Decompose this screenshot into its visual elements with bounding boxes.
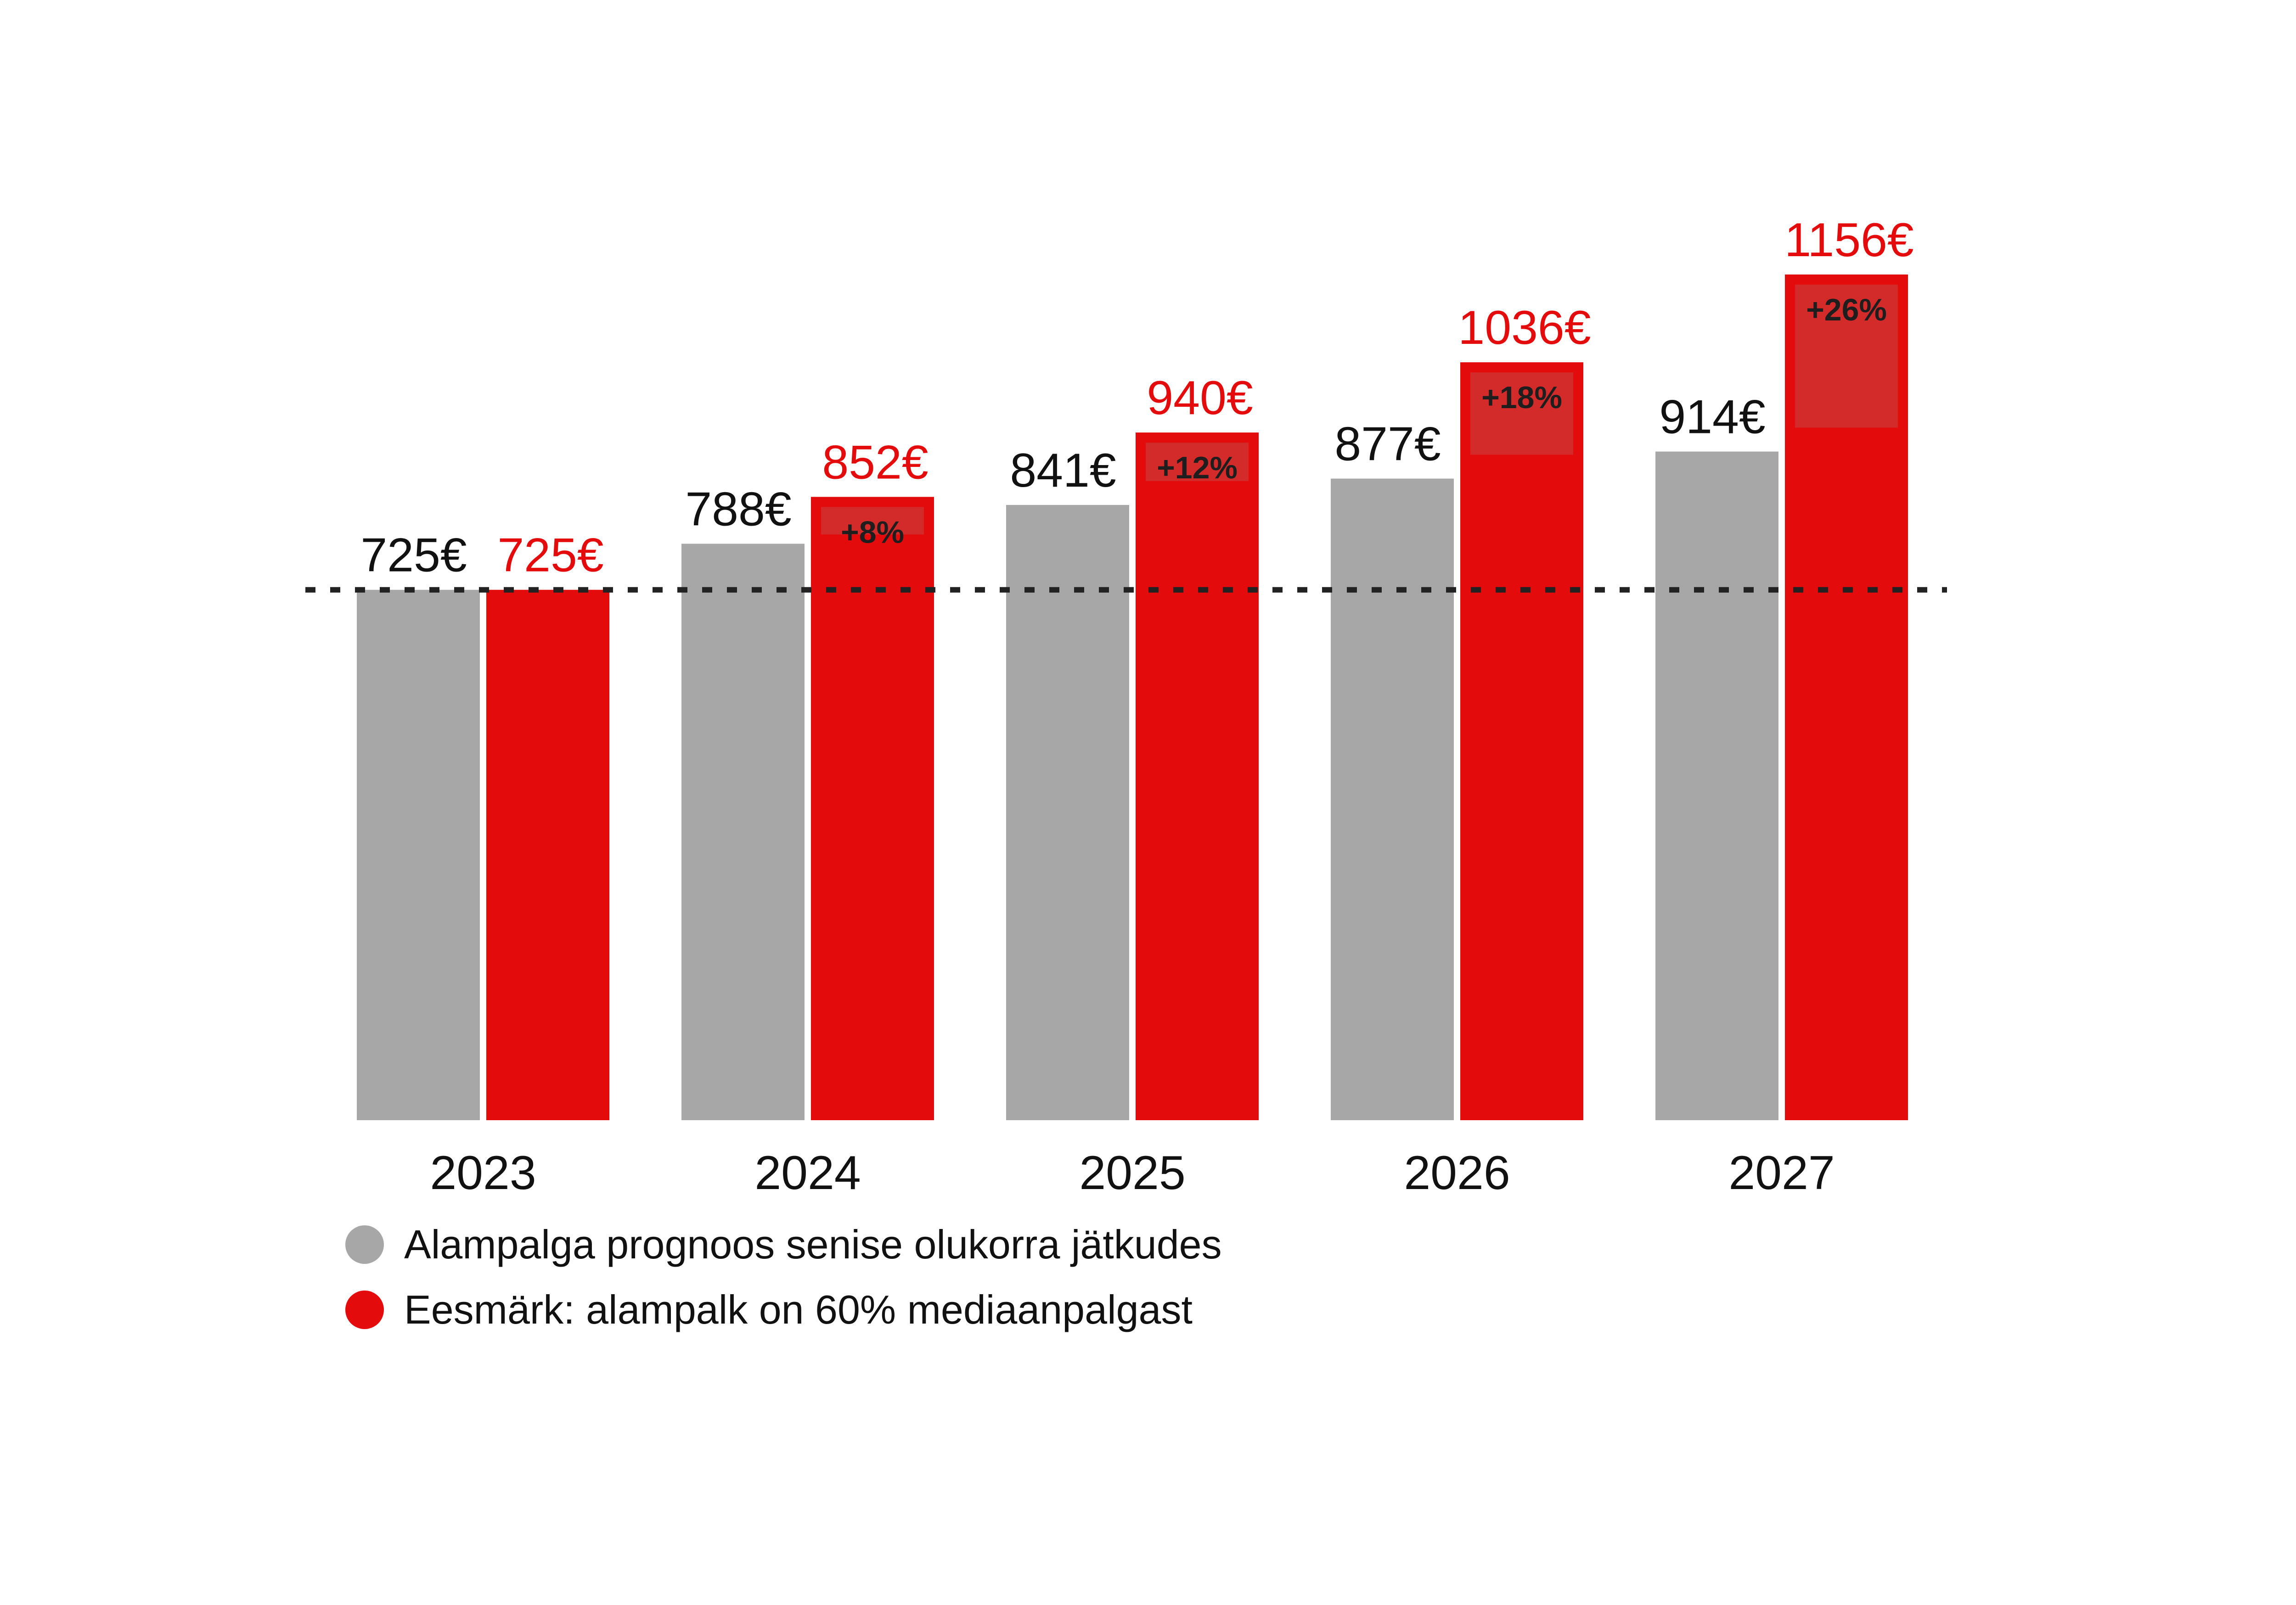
- value-label-target-2027: 1156€: [1784, 213, 1913, 267]
- value-label-forecast-2023: 725€: [360, 529, 467, 582]
- legend-label-forecast: Alampalga prognoos senise olukorra jätku…: [404, 1222, 1222, 1267]
- legend-label-target: Eesmärk: alampalk on 60% mediaanpalgast: [404, 1287, 1193, 1332]
- x-tick-label-2023: 2023: [430, 1146, 536, 1200]
- increase-label-2024: +8%: [841, 515, 904, 550]
- increase-box-2027: [1795, 284, 1898, 428]
- bar-target-2026: [1460, 362, 1583, 1120]
- bar-forecast-2025: [1006, 505, 1129, 1120]
- value-label-target-2025: 940€: [1147, 371, 1253, 425]
- value-label-target-2023: 725€: [497, 529, 603, 582]
- value-label-forecast-2027: 914€: [1659, 391, 1765, 444]
- value-label-forecast-2026: 877€: [1334, 418, 1441, 471]
- legend-item-target: Eesmärk: alampalk on 60% mediaanpalgast: [345, 1277, 1222, 1342]
- increase-label-2027: +26%: [1806, 292, 1887, 327]
- value-label-target-2024: 852€: [822, 436, 928, 489]
- value-label-forecast-2025: 841€: [1010, 444, 1116, 497]
- legend-swatch-forecast: [345, 1225, 384, 1264]
- x-tick-label-2025: 2025: [1079, 1146, 1185, 1200]
- legend-swatch-target: [345, 1291, 384, 1329]
- bar-forecast-2024: [681, 544, 805, 1120]
- x-tick-label-2024: 2024: [754, 1146, 861, 1200]
- bar-target-2023: [486, 589, 609, 1120]
- legend: Alampalga prognoos senise olukorra jätku…: [345, 1212, 1222, 1342]
- bar-forecast-2023: [357, 589, 480, 1120]
- increase-label-2026: +18%: [1481, 380, 1562, 415]
- bar-forecast-2027: [1655, 451, 1778, 1120]
- x-tick-label-2026: 2026: [1404, 1146, 1510, 1200]
- increase-box-2025: [1146, 443, 1249, 481]
- increase-box-2026: [1470, 372, 1573, 455]
- increase-label-2025: +12%: [1157, 450, 1238, 485]
- x-tick-label-2027: 2027: [1728, 1146, 1835, 1200]
- bar-target-2025: [1136, 432, 1259, 1120]
- value-label-forecast-2024: 788€: [685, 483, 791, 536]
- bar-forecast-2026: [1331, 478, 1454, 1120]
- bar-target-2024: [811, 497, 934, 1120]
- increase-box-2024: [821, 507, 924, 535]
- value-label-target-2026: 1036€: [1458, 301, 1591, 354]
- legend-item-forecast: Alampalga prognoos senise olukorra jätku…: [345, 1212, 1222, 1277]
